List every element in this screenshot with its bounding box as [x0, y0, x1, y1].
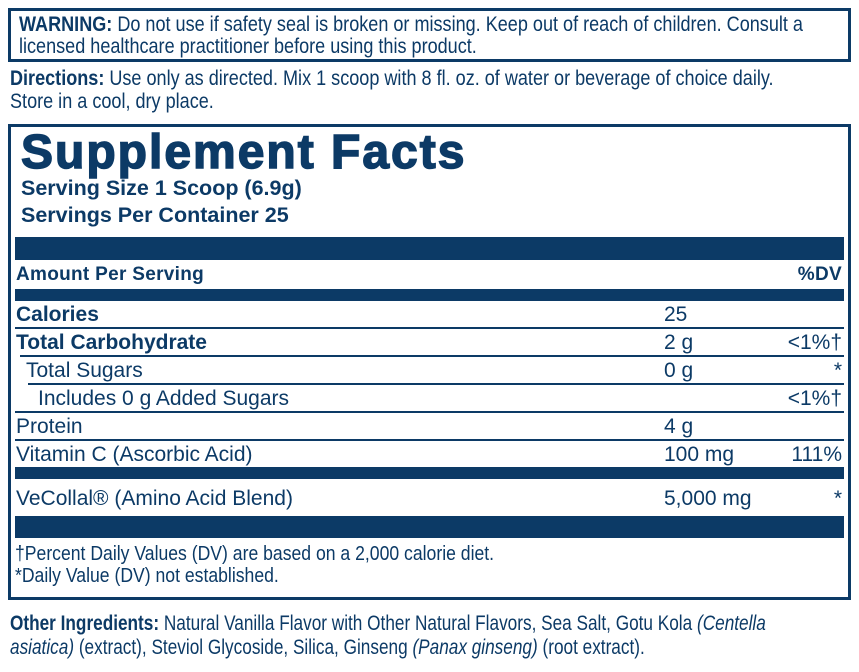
- nutrient-dv: <1%†: [787, 331, 842, 354]
- percent-dv-label: %DV: [797, 263, 842, 285]
- nutrient-row: Includes 0 g Added Sugars <1%†: [11, 385, 848, 411]
- nutrient-name: Total Sugars: [26, 359, 143, 382]
- text-line: Other Ingredients: Natural Vanilla Flavo…: [10, 611, 766, 636]
- text-segment: licensed healthcare practitioner before …: [19, 34, 477, 58]
- text-segment: Natural Vanilla Flavor with Other Natura…: [163, 611, 697, 635]
- text-line: asiatica) (extract), Steviol Glycoside, …: [10, 634, 686, 660]
- text-segment: Other Ingredients:: [10, 611, 164, 635]
- row-separator: [28, 383, 844, 385]
- nutrient-amount: 25: [664, 303, 688, 326]
- nutrient-dv: <1%†: [787, 387, 842, 410]
- divider-bar: [15, 289, 844, 301]
- supplement-facts-panel: Supplement Facts Serving Size 1 Scoop (6…: [8, 124, 851, 600]
- text-line: Directions: Use only as directed. Mix 1 …: [10, 66, 774, 90]
- footnotes: †Percent Daily Values (DV) are based on …: [15, 543, 848, 587]
- amount-per-serving-label: Amount Per Serving: [16, 263, 205, 285]
- nutrient-name: VeCollal® (Amino Acid Blend): [16, 487, 293, 510]
- divider-bar: [15, 516, 844, 538]
- other-ingredients-paragraph: Other Ingredients: Natural Vanilla Flavo…: [10, 611, 855, 660]
- nutrient-name: Vitamin C (Ascorbic Acid): [16, 443, 253, 466]
- nutrient-dv: *: [833, 487, 842, 510]
- nutrient-dv: *: [833, 359, 842, 382]
- warning-box: WARNING: Do not use if safety seal is br…: [8, 8, 851, 62]
- text-segment: Directions:: [10, 66, 110, 90]
- servings-per-container-line: Servings Per Container 25: [21, 203, 289, 227]
- footnote-daily-values: †Percent Daily Values (DV) are based on …: [15, 543, 495, 565]
- text-segment: (Centella: [696, 611, 766, 635]
- text-segment: Store in a cool, dry place.: [10, 88, 214, 113]
- nutrient-amount: 100 mg: [664, 443, 735, 466]
- nutrient-amount: 5,000 mg: [664, 487, 752, 510]
- nutrient-row: VeCollal® (Amino Acid Blend) 5,000 mg *: [11, 479, 848, 516]
- nutrient-dv: 111%: [791, 443, 842, 466]
- text-segment: Use only as directed. Mix 1 scoop with 8…: [109, 66, 774, 90]
- nutrient-amount: 4 g: [664, 415, 694, 438]
- text-line: licensed healthcare practitioner before …: [19, 35, 709, 57]
- nutrient-name: Calories: [16, 303, 99, 326]
- row-separator: [15, 327, 844, 329]
- nutrient-row: Vitamin C (Ascorbic Acid) 100 mg 111%: [11, 441, 848, 467]
- text-segment: (extract), Steviol Glycoside, Silica, Gi…: [74, 634, 413, 659]
- row-separator: [15, 439, 844, 441]
- nutrient-amount: 0 g: [664, 359, 694, 382]
- facts-header-row: Amount Per Serving %DV: [11, 260, 848, 289]
- nutrient-amount: 2 g: [664, 331, 694, 354]
- nutrient-row: Total Sugars 0 g *: [11, 357, 848, 383]
- divider-bar: [15, 237, 844, 260]
- nutrient-name: Includes 0 g Added Sugars: [38, 387, 290, 410]
- nutrient-row: Calories 25: [11, 301, 848, 327]
- text-segment: WARNING:: [19, 12, 118, 36]
- nutrient-row: Protein 4 g: [11, 413, 848, 439]
- text-segment: Do not use if safety seal is broken or m…: [117, 12, 803, 36]
- nutrient-rows: Calories 25 Total Carbohydrate 2 g <1%† Total…: [11, 301, 848, 538]
- row-separator: [20, 355, 844, 357]
- footnote-dv-not-established: *Daily Value (DV) not established.: [15, 564, 279, 587]
- text-segment: (root extract).: [537, 634, 645, 659]
- serving-size-line: Serving Size 1 Scoop (6.9g): [21, 176, 302, 200]
- supplement-facts-title: Supplement Facts: [20, 126, 467, 179]
- text-line: Store in a cool, dry place.: [10, 88, 720, 113]
- divider-bar: [15, 467, 844, 479]
- text-segment: (Panax ginseng): [412, 634, 538, 659]
- directions-paragraph: Directions: Use only as directed. Mix 1 …: [10, 67, 855, 112]
- nutrient-name: Total Carbohydrate: [16, 331, 207, 354]
- nutrient-row: Total Carbohydrate 2 g <1%†: [11, 329, 848, 355]
- text-line: WARNING: Do not use if safety seal is br…: [19, 12, 803, 36]
- nutrient-name: Protein: [16, 415, 83, 438]
- row-separator: [15, 411, 844, 413]
- text-segment: asiatica): [10, 634, 75, 659]
